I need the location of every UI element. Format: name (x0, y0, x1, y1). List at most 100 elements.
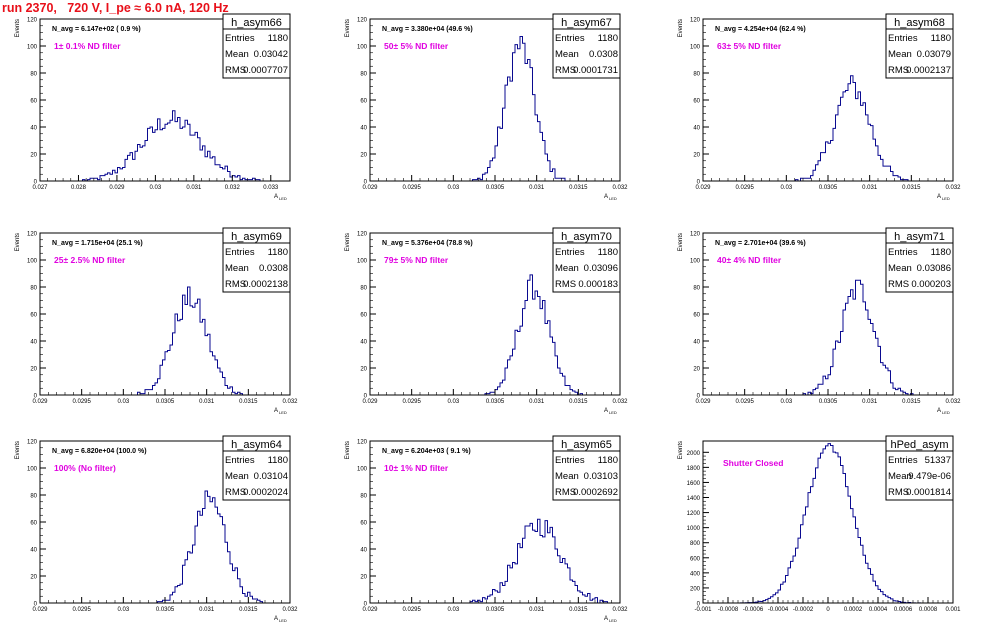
x-tick-label: 0.0305 (156, 607, 175, 613)
run-title: run 2370, 720 V, I_pe ≈ 6.0 nA, 120 Hz (2, 1, 229, 15)
navg-label: N_avg = 6.147e+02 ( 0.9 %) (52, 26, 141, 33)
x-tick-label: 0.0315 (569, 399, 588, 405)
x-tick-label: 0.032 (945, 399, 961, 405)
x-tick-label: 0.0315 (569, 607, 588, 613)
x-tick-label: 0.029 (362, 607, 378, 613)
stats-rms-label: RMS (555, 65, 576, 76)
navg-label: N_avg = 5.376e+04 (78.8 %) (382, 240, 473, 247)
x-tick-label: 0.031 (186, 185, 202, 191)
y-tick-label: 120 (690, 18, 701, 24)
x-tick-label: 0.0295 (72, 399, 91, 405)
x-tick-label: -0.0002 (793, 607, 814, 613)
y-tick-label: 80 (693, 72, 700, 78)
stats-entries-label: Entries (888, 247, 918, 258)
stats-entries-label: Entries (555, 33, 585, 44)
stats-entries-label: Entries (888, 455, 918, 466)
x-tick-label: 0.03 (780, 399, 792, 405)
y-tick-label: 60 (360, 521, 367, 527)
stats-rms-label: RMS (225, 65, 246, 76)
stats-mean-label: Mean (555, 263, 579, 274)
y-tick-label: 40 (360, 548, 367, 554)
stats-mean-value: 0.03042 (254, 49, 288, 60)
x-tick-label: 0.0315 (239, 399, 258, 405)
x-tick-label: 0 (826, 607, 830, 613)
x-tick-label: 0.032 (612, 399, 628, 405)
stats-rms-label: RMS (225, 487, 246, 498)
histogram-line (40, 110, 290, 182)
x-tick-label: 0.029 (109, 185, 125, 191)
x-axis-label: ALED (937, 408, 950, 415)
stats-entries-value: 1180 (268, 33, 288, 44)
x-tick-label: 0.029 (695, 399, 711, 405)
navg-label: N_avg = 2.701e+04 (39.6 %) (715, 240, 806, 247)
y-tick-label: 1000 (687, 526, 701, 532)
histogram-line (703, 75, 953, 182)
y-tick-label: 1800 (687, 466, 701, 472)
x-tick-label: 0.03 (780, 185, 792, 191)
y-tick-label: 0 (697, 602, 701, 608)
stats-rms-value: 0.0001814 (906, 487, 951, 498)
stats-box (885, 13, 954, 79)
histogram-line (370, 518, 620, 604)
stats-entries-value: 1180 (598, 247, 618, 258)
y-tick-label: 60 (360, 99, 367, 105)
x-axis-label: ALED (604, 194, 617, 201)
stats-box (552, 227, 621, 293)
x-tick-label: 0.03 (447, 607, 459, 613)
y-tick-label: 100 (357, 259, 368, 265)
y-tick-label: 40 (30, 548, 37, 554)
y-tick-label: 100 (27, 467, 38, 473)
stats-entries-label: Entries (225, 455, 255, 466)
y-tick-label: 2000 (687, 451, 701, 457)
y-tick-label: 80 (30, 72, 37, 78)
y-tick-label: 0 (364, 180, 368, 186)
filter-label: 1± 0.1% ND filter (54, 41, 121, 51)
histogram-panel-h_asym71: 0 20 40 60 80 100 120 0.029 0.0295 0.03 0.0305 0.03… (678, 227, 961, 415)
x-tick-label: 0.031 (529, 607, 545, 613)
stats-entries-value: 1180 (931, 247, 951, 258)
stats-rms-label: RMS (888, 487, 909, 498)
x-tick-label: 0.0295 (402, 185, 421, 191)
y-tick-label: 120 (690, 232, 701, 238)
x-tick-label: 0.0305 (819, 399, 838, 405)
x-tick-label: -0.001 (694, 607, 712, 613)
y-axis-label: Events (678, 19, 684, 37)
y-tick-label: 100 (27, 45, 38, 51)
stats-entries-value: 1180 (598, 455, 618, 466)
stats-mean-label: Mean (888, 471, 912, 482)
y-tick-label: 120 (357, 440, 368, 446)
histogram-panel-h_asym65: 0 20 40 60 80 100 120 0.029 0.0295 0.03 0.0305 0.03… (345, 435, 628, 622)
x-axis-label: ALED (937, 194, 950, 201)
y-tick-label: 80 (30, 286, 37, 292)
x-axis-label: ALED (274, 194, 287, 201)
x-tick-label: 0.031 (199, 607, 215, 613)
stats-entries-value: 1180 (931, 33, 951, 44)
stats-mean-label: Mean (555, 49, 579, 60)
y-tick-label: 20 (360, 153, 367, 159)
x-tick-label: 0.0002 (844, 607, 863, 613)
x-tick-label: 0.03 (117, 607, 129, 613)
y-tick-label: 60 (693, 313, 700, 319)
x-tick-label: 0.031 (862, 399, 878, 405)
y-tick-label: 80 (693, 286, 700, 292)
y-tick-label: 100 (690, 45, 701, 51)
x-tick-label: 0.03 (447, 399, 459, 405)
y-tick-label: 60 (693, 99, 700, 105)
x-tick-label: 0.0315 (239, 607, 258, 613)
stats-entries-label: Entries (555, 247, 585, 258)
x-tick-label: 0.028 (71, 185, 87, 191)
y-tick-label: 100 (357, 45, 368, 51)
stats-mean-value: 0.03086 (917, 263, 951, 274)
histogram-name: h_asym68 (894, 17, 945, 29)
y-tick-label: 60 (30, 521, 37, 527)
x-tick-label: 0.0305 (486, 399, 505, 405)
navg-label: N_avg = 4.254e+04 (62.4 %) (715, 26, 806, 33)
y-axis-label: Events (678, 441, 684, 459)
y-tick-label: 60 (30, 313, 37, 319)
filter-label: 25± 2.5% ND filter (54, 255, 126, 265)
y-tick-label: 80 (360, 286, 367, 292)
histogram-line (40, 490, 290, 604)
histogram-panel-h_asym67: 0 20 40 60 80 100 120 0.029 0.0295 0.03 0.0305 0.03… (345, 13, 628, 201)
stats-rms-value: 0.0002692 (573, 487, 618, 498)
